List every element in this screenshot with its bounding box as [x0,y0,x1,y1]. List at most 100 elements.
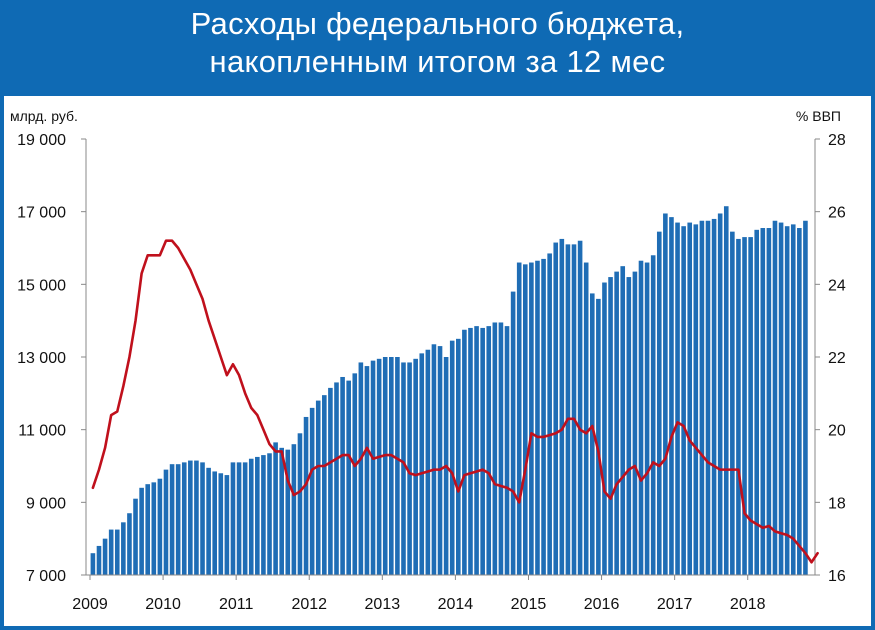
bar [425,349,431,575]
chart-panel: 7 000 9 000 11 000 13 000 15 000 17 000 19 000… [4,96,871,626]
bar [474,326,479,575]
right-tick-label: 28 [828,132,846,149]
bar [236,462,242,575]
bar [675,222,680,575]
x-tick-label: 2016 [584,596,620,613]
bar [480,327,485,575]
bar [669,217,674,575]
axis-labels: 7 000 9 000 11 000 13 000 15 000 17 000 19 000… [10,108,846,613]
bar [632,271,638,575]
chart-title: Расходы федерального бюджета, накопленны… [0,0,875,92]
bar [163,469,169,575]
bar [121,522,126,575]
bar [772,220,778,575]
left-axis-label: млрд. руб. [10,108,78,124]
bar [608,277,613,575]
bar [596,298,601,575]
bar [200,462,205,575]
bar [529,262,534,575]
bar [218,473,224,575]
bar [127,513,132,575]
bar [334,382,339,575]
bar [261,455,266,575]
x-tick-label: 2011 [219,596,254,613]
bar [516,262,522,575]
bar [102,538,108,575]
bar [583,262,589,575]
chart-svg: 7 000 9 000 11 000 13 000 15 000 17 000 19 000… [10,108,846,613]
bar [297,433,303,575]
bar [717,213,723,575]
bar [736,238,741,576]
x-tick-label: 2013 [365,596,401,613]
x-tick-label: 2012 [291,596,327,613]
bar [790,224,796,575]
x-tick-label: 2010 [145,596,181,613]
bar [571,244,577,575]
right-tick-label: 16 [828,568,846,585]
bar [730,231,735,575]
bar [468,327,473,575]
bar [273,442,278,575]
right-tick-label: 18 [828,495,846,512]
bar [797,228,802,575]
bar [401,362,406,575]
bar [188,460,193,575]
x-tick-label: 2015 [511,596,547,613]
bar [626,277,632,575]
x-tick-label: 2014 [438,596,474,613]
left-tick-label: 17 000 [17,205,66,222]
bar [157,478,163,575]
bar [328,387,333,575]
bar [547,253,552,575]
bar [322,395,327,575]
bar [364,366,370,575]
bar [169,464,175,575]
bar [370,360,376,575]
x-tick-label: 2018 [730,596,766,613]
bar [291,444,297,575]
bar [602,282,607,575]
bar [504,326,510,575]
bar [212,471,217,575]
bar [760,228,766,575]
bar [656,231,662,575]
bar [346,380,351,575]
bar [711,218,717,575]
chart-title-line-1: Расходы федерального бюджета, [190,6,685,41]
bar [382,357,388,575]
bar [133,498,138,575]
bar [285,449,291,575]
bar [559,238,565,576]
left-tick-label: 7 000 [26,568,66,585]
left-tick-label: 9 000 [26,495,66,512]
bar [114,529,120,575]
bar [358,362,364,575]
bar [145,484,151,575]
bar [151,482,157,575]
chart-title-line-2: накопленным итогом за 12 мес [209,44,666,79]
bar [248,458,254,575]
bar [175,464,181,575]
bar [541,258,546,575]
bar [699,220,705,575]
left-tick-label: 11 000 [18,423,66,440]
bar [589,293,595,575]
left-tick-label: 15 000 [17,277,66,294]
bar [650,255,656,575]
bar [742,237,747,575]
bar [419,353,425,575]
right-tick-label: 20 [828,423,846,440]
bar [315,400,321,575]
bar [431,344,437,575]
bar [522,264,528,575]
bar [754,229,760,575]
bar [681,226,686,575]
bar [194,460,199,575]
bar [352,373,358,575]
bar [638,260,644,575]
bar [510,291,516,575]
right-tick-label: 26 [828,205,846,222]
bar [340,376,345,575]
bar [413,358,418,575]
